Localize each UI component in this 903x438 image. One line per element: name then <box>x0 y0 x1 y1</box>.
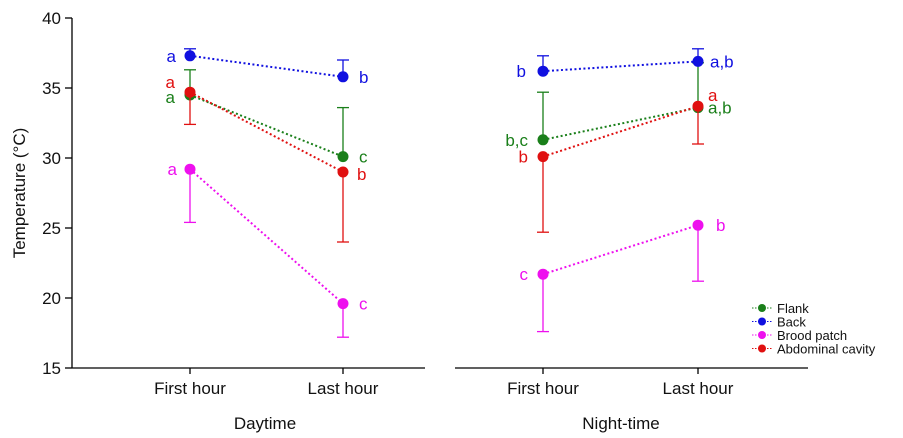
series-abdominal-cavity: a b b a <box>166 73 718 243</box>
significance-letter: a,b <box>708 99 732 118</box>
y-tick-label: 25 <box>42 219 61 238</box>
legend-marker <box>758 331 766 339</box>
data-point <box>692 55 704 67</box>
series-line <box>542 105 699 158</box>
legend-label: Abdominal cavity <box>777 342 876 357</box>
significance-letter: a <box>168 160 178 179</box>
significance-letter: c <box>520 265 529 284</box>
data-point <box>184 163 196 175</box>
x-group-label: Daytime <box>234 414 296 433</box>
axes: 15 20 25 30 35 40 Temperature (°C) First hour La… <box>10 9 808 433</box>
significance-letter: b <box>357 165 366 184</box>
significance-letter: a,b <box>710 52 734 71</box>
series-line <box>189 94 344 158</box>
significance-letter: b <box>359 68 368 87</box>
data-point <box>184 50 196 62</box>
y-tick-label: 35 <box>42 79 61 98</box>
significance-letter: a <box>167 47 177 66</box>
significance-letter: a <box>166 88 176 107</box>
legend-item: Back <box>752 315 806 330</box>
data-point <box>537 268 549 280</box>
series-flank: a c b,c a,b <box>166 62 732 167</box>
legend-label: Flank <box>777 301 809 316</box>
series-line <box>542 106 699 141</box>
data-point <box>337 71 349 83</box>
data-point <box>692 219 704 231</box>
x-tick-label: First hour <box>507 379 579 398</box>
legend-marker <box>758 304 766 312</box>
y-tick-label: 40 <box>42 9 61 28</box>
significance-letter: a <box>708 86 718 105</box>
y-axis-title: Temperature (°C) <box>10 128 29 259</box>
series-back: a b b a,b <box>167 47 734 87</box>
data-point <box>337 151 349 163</box>
significance-letter: c <box>359 148 368 167</box>
series-line <box>189 54 344 78</box>
series-brood-patch: a c c b <box>168 160 725 338</box>
legend-marker <box>758 344 766 353</box>
data-point <box>537 65 549 77</box>
significance-letter: a <box>166 73 176 92</box>
legend-item: Abdominal cavity <box>752 342 876 357</box>
legend-marker <box>758 317 766 326</box>
data-point <box>337 166 349 178</box>
significance-letter: c <box>359 295 368 314</box>
x-group-label: Night-time <box>582 414 659 433</box>
x-tick-label: Last hour <box>308 379 379 398</box>
significance-letter: b <box>517 62 526 81</box>
series-line <box>189 91 344 173</box>
legend-item: Flank <box>752 301 809 316</box>
series-line <box>189 168 344 305</box>
y-tick-label: 20 <box>42 289 61 308</box>
significance-letter: b <box>716 216 725 235</box>
data-point <box>537 134 549 146</box>
significance-letter: b,c <box>505 131 528 150</box>
y-tick-label: 30 <box>42 149 61 168</box>
data-point <box>337 298 349 310</box>
legend-label: Back <box>777 315 806 330</box>
significance-letter: b <box>519 148 528 167</box>
data-point <box>184 86 196 98</box>
data-point <box>692 100 704 112</box>
legend-label: Brood patch <box>777 328 847 343</box>
series-line <box>542 60 699 73</box>
x-tick-label: First hour <box>154 379 226 398</box>
data-point <box>537 151 549 163</box>
legend-item: Brood patch <box>752 328 847 343</box>
y-tick-label: 15 <box>42 359 61 378</box>
x-tick-label: Last hour <box>663 379 734 398</box>
series-line <box>542 224 699 276</box>
